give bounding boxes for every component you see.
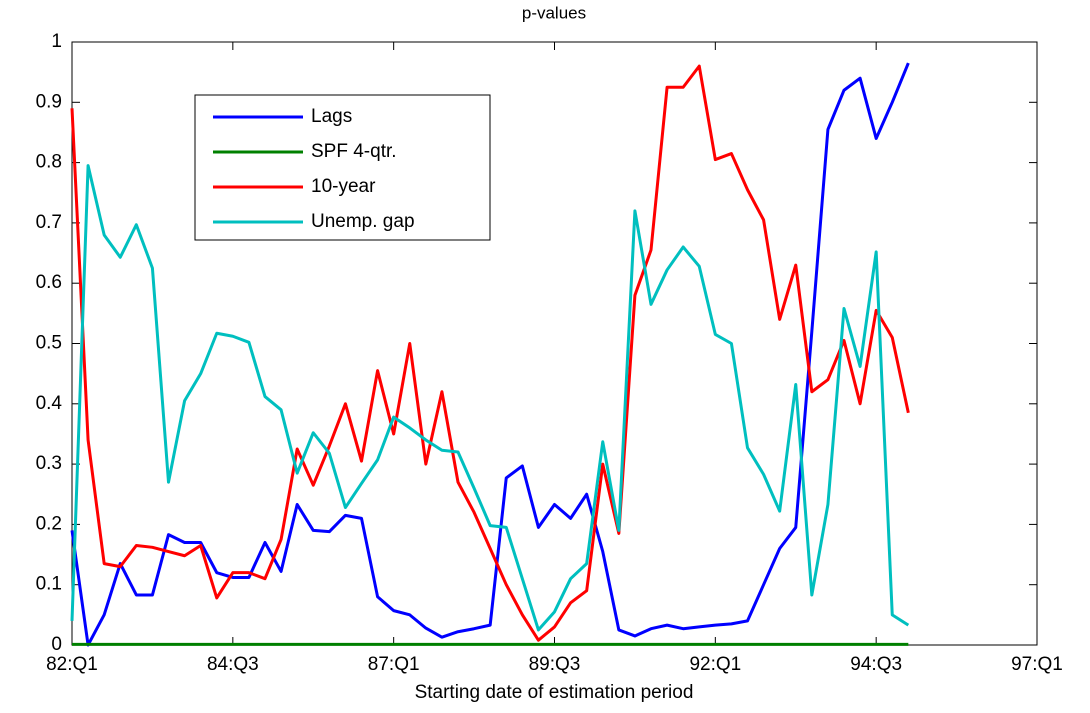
legend-label: Lags — [311, 106, 352, 127]
x-tick-label: 89:Q3 — [529, 654, 581, 675]
series-line — [70, 64, 910, 642]
y-tick-label: 0.5 — [36, 333, 62, 354]
legend-label: Unemp. gap — [311, 211, 415, 232]
y-tick-label: 0.1 — [36, 574, 62, 595]
legend-box — [194, 94, 491, 241]
y-tick-label: 0.7 — [36, 212, 62, 233]
y-tick-label: 0.2 — [36, 513, 62, 534]
y-tick-label: 1 — [51, 31, 62, 52]
series-line — [70, 164, 910, 632]
x-tick-label: 87:Q1 — [368, 654, 420, 675]
y-tick-label: 0 — [51, 634, 62, 655]
y-tick-label: 0.9 — [36, 91, 62, 112]
x-tick-label: 97:Q1 — [1011, 654, 1063, 675]
y-tick-label: 0.8 — [36, 152, 62, 173]
legend-label: 10-year — [311, 176, 376, 197]
y-tick-label: 0.4 — [36, 393, 63, 414]
y-tick-label: 0.6 — [36, 272, 62, 293]
x-axis-label: Starting date of estimation period — [415, 682, 694, 703]
legend-label: SPF 4-qtr. — [311, 141, 397, 162]
x-tick-label: 92:Q1 — [689, 654, 741, 675]
series-line — [70, 62, 910, 647]
x-tick-label: 84:Q3 — [207, 654, 259, 675]
x-tick-label: 94:Q3 — [850, 654, 902, 675]
y-tick-label: 0.3 — [36, 453, 62, 474]
x-tick-label: 82:Q1 — [46, 654, 98, 675]
chart-title: p-values — [522, 3, 586, 22]
